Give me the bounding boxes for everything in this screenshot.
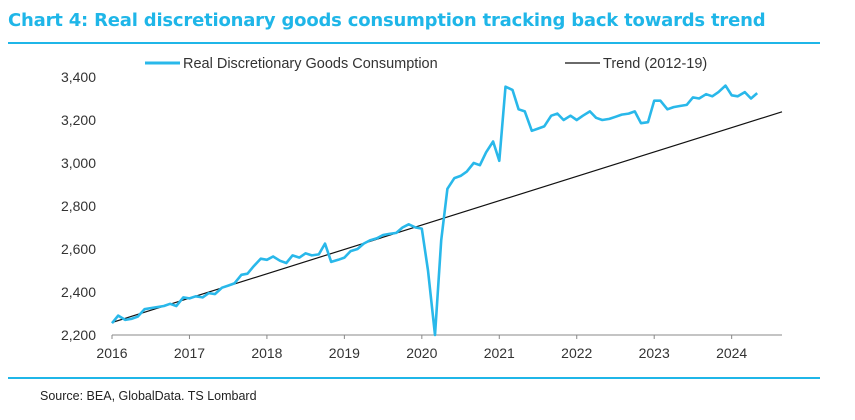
y-tick-label: 2,200 [61,327,96,343]
legend: Real Discretionary Goods Consumption Tre… [145,56,707,72]
x-tick-label: 2020 [406,345,437,361]
x-tick-label: 2024 [716,345,747,361]
x-tick-label: 2022 [561,345,592,361]
x-axis: 2016 2017 2018 2019 2020 2021 2022 2023 2024 [96,334,782,361]
y-tick-label: 2,600 [61,241,96,257]
x-tick-label: 2017 [174,345,205,361]
x-tick-label: 2016 [96,345,127,361]
source-rule [8,377,820,379]
title-rule [8,42,820,44]
x-tick-label: 2021 [484,345,515,361]
line-chart: 2,200 2,400 2,600 2,800 3,000 3,200 3,400 2016… [61,56,783,361]
y-tick-label: 3,200 [61,112,96,128]
y-tick-label: 3,000 [61,155,96,171]
x-tick-label: 2019 [329,345,360,361]
x-tick-label: 2018 [251,345,282,361]
chart-title: Chart 4: Real discretionary goods consum… [8,10,766,31]
y-axis: 2,200 2,400 2,600 2,800 3,000 3,200 3,400 [61,69,96,343]
source-note: Source: BEA, GlobalData. TS Lombard [40,389,257,403]
legend-label-trend: Trend (2012-19) [603,56,707,72]
legend-label-consumption: Real Discretionary Goods Consumption [183,56,438,72]
series-layer [110,84,783,337]
series-line-consumption [110,84,759,337]
y-tick-label: 2,800 [61,198,96,214]
series-line-trend [111,111,783,324]
y-tick-label: 2,400 [61,284,96,300]
x-tick-label: 2023 [639,345,670,361]
y-tick-label: 3,400 [61,69,96,85]
